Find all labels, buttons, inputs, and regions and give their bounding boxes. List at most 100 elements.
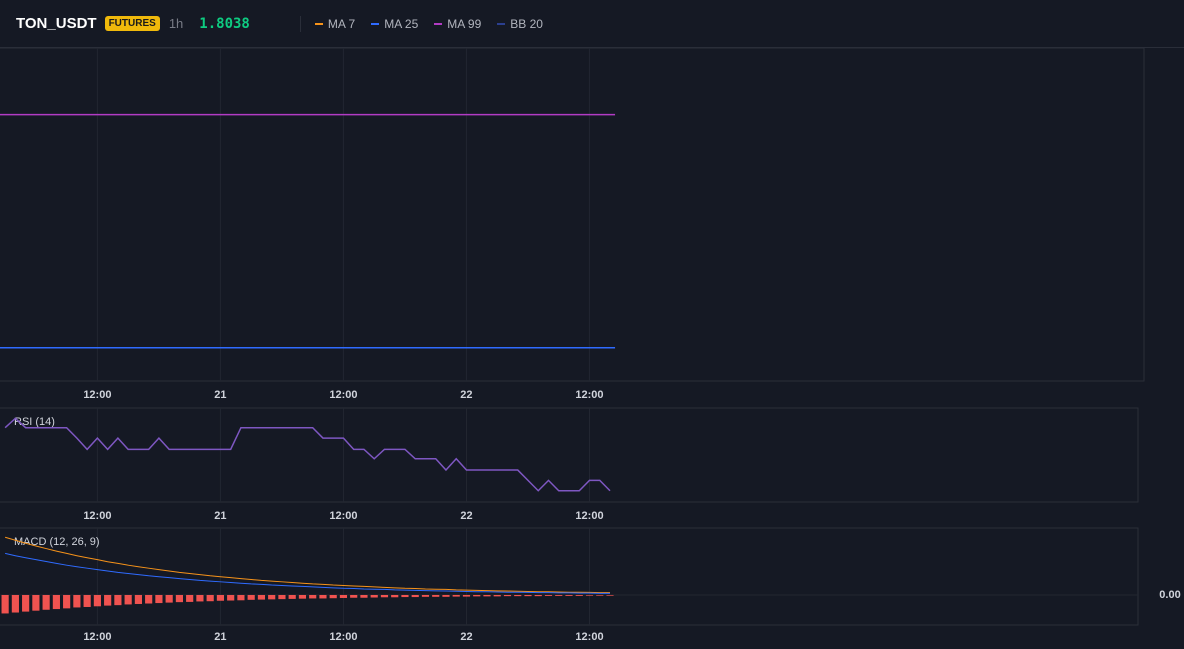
histogram-bar bbox=[22, 594, 30, 612]
histogram-bar bbox=[442, 594, 450, 597]
histogram-bar bbox=[247, 594, 255, 600]
x-tick-label: 12:00 bbox=[329, 389, 357, 401]
x-tick-label: 21 bbox=[214, 510, 226, 522]
histogram-bar bbox=[268, 594, 276, 600]
histogram-bar bbox=[155, 594, 163, 604]
x-tick-label: 22 bbox=[460, 510, 472, 522]
legend-swatch bbox=[434, 22, 443, 25]
x-tick-label: 21 bbox=[214, 631, 226, 643]
histogram-bar bbox=[104, 594, 112, 606]
legend-label: BB 20 bbox=[510, 16, 543, 31]
x-tick-label: 12:00 bbox=[329, 510, 357, 522]
pane-border bbox=[0, 47, 1145, 382]
histogram-bar bbox=[134, 594, 142, 604]
pane-title: RSI (14) bbox=[14, 416, 55, 428]
histogram-bar bbox=[227, 594, 235, 601]
legend-item[interactable]: BB 20 bbox=[497, 17, 543, 31]
price: 1.8038 bbox=[199, 15, 250, 32]
histogram-bar bbox=[145, 594, 153, 604]
histogram-bar bbox=[52, 594, 60, 610]
histogram-bar bbox=[186, 594, 194, 602]
histogram-bar bbox=[309, 594, 317, 599]
histogram-bar bbox=[83, 594, 91, 607]
histogram-bar bbox=[421, 594, 430, 597]
histogram-bar bbox=[483, 594, 491, 597]
histogram-bar bbox=[288, 594, 296, 599]
histogram-bar bbox=[32, 594, 40, 611]
histogram-bar bbox=[524, 594, 532, 597]
histogram-bar bbox=[237, 594, 245, 601]
histogram-bar bbox=[42, 594, 50, 610]
histogram-bar bbox=[503, 594, 512, 597]
histogram-bar bbox=[1, 594, 9, 614]
histogram-bar bbox=[391, 594, 399, 598]
x-tick-label: 12:00 bbox=[83, 389, 111, 401]
histogram-bar bbox=[493, 594, 501, 597]
histogram-bar bbox=[93, 594, 101, 607]
legend-swatch bbox=[497, 22, 506, 25]
histogram-bar bbox=[63, 594, 71, 609]
histogram-bar bbox=[165, 594, 173, 603]
histogram-bar bbox=[360, 594, 368, 598]
histogram-bar bbox=[432, 594, 440, 597]
histogram-bar bbox=[216, 594, 225, 601]
histogram-bar bbox=[380, 594, 389, 598]
series-line bbox=[5, 552, 611, 594]
histogram-bar bbox=[339, 594, 348, 598]
histogram-bar bbox=[606, 594, 614, 596]
histogram-bar bbox=[175, 594, 184, 603]
legend-swatch bbox=[371, 22, 380, 25]
histogram-bar bbox=[473, 594, 481, 597]
pane-border bbox=[0, 527, 1139, 626]
histogram-bar bbox=[411, 594, 419, 598]
x-tick-label: 12:00 bbox=[575, 389, 603, 401]
legend-item[interactable]: MA 25 bbox=[371, 17, 418, 31]
histogram-bar bbox=[73, 594, 81, 608]
x-tick-label: 22 bbox=[460, 631, 472, 643]
histogram-bar bbox=[575, 594, 583, 596]
histogram-bar bbox=[196, 594, 204, 602]
legend-item[interactable]: MA 99 bbox=[434, 17, 481, 31]
histogram-bar bbox=[452, 594, 460, 597]
x-tick-label: 22 bbox=[460, 389, 472, 401]
x-tick-label: 12:00 bbox=[575, 631, 603, 643]
legend: MA 7 MA 25 MA 99 BB 20 bbox=[299, 15, 559, 32]
histogram-bar bbox=[350, 594, 358, 598]
histogram-bar bbox=[124, 594, 132, 605]
histogram-bar bbox=[514, 594, 522, 597]
legend-label: MA 7 bbox=[327, 16, 356, 31]
histogram-bar bbox=[544, 594, 553, 596]
legend-label: MA 99 bbox=[447, 16, 482, 31]
series-line bbox=[4, 536, 611, 594]
histogram-bar bbox=[298, 594, 307, 599]
histogram-bar bbox=[462, 594, 471, 597]
series-line bbox=[4, 417, 611, 492]
histogram-bar bbox=[278, 594, 286, 600]
histogram-bar bbox=[257, 594, 266, 600]
x-tick-label: 12:00 bbox=[329, 631, 357, 643]
histogram-bar bbox=[534, 594, 542, 597]
pane-border bbox=[0, 407, 1139, 503]
x-tick-label: 21 bbox=[214, 389, 226, 401]
legend-swatch bbox=[314, 22, 323, 25]
histogram-bar bbox=[329, 594, 337, 599]
badge: FUTURES bbox=[104, 16, 160, 31]
histogram-bar bbox=[555, 594, 563, 596]
interval[interactable]: 1h bbox=[168, 16, 184, 31]
legend-label: MA 25 bbox=[384, 16, 419, 31]
histogram-bar bbox=[319, 594, 327, 599]
x-tick-label: 12:00 bbox=[83, 510, 111, 522]
histogram-bar bbox=[585, 594, 594, 596]
x-tick-label: 12:00 bbox=[575, 510, 603, 522]
legend-item[interactable]: MA 7 bbox=[314, 16, 356, 31]
histogram-bar bbox=[596, 594, 604, 596]
y-tick-label: 0.00 bbox=[1159, 589, 1180, 601]
histogram-bar bbox=[370, 594, 378, 598]
histogram-bar bbox=[206, 594, 214, 602]
pane-title: MACD (12, 26, 9) bbox=[14, 536, 100, 548]
histogram-bar bbox=[114, 594, 122, 606]
x-tick-label: 12:00 bbox=[83, 631, 111, 643]
symbol[interactable]: TON_USDT bbox=[16, 15, 97, 32]
